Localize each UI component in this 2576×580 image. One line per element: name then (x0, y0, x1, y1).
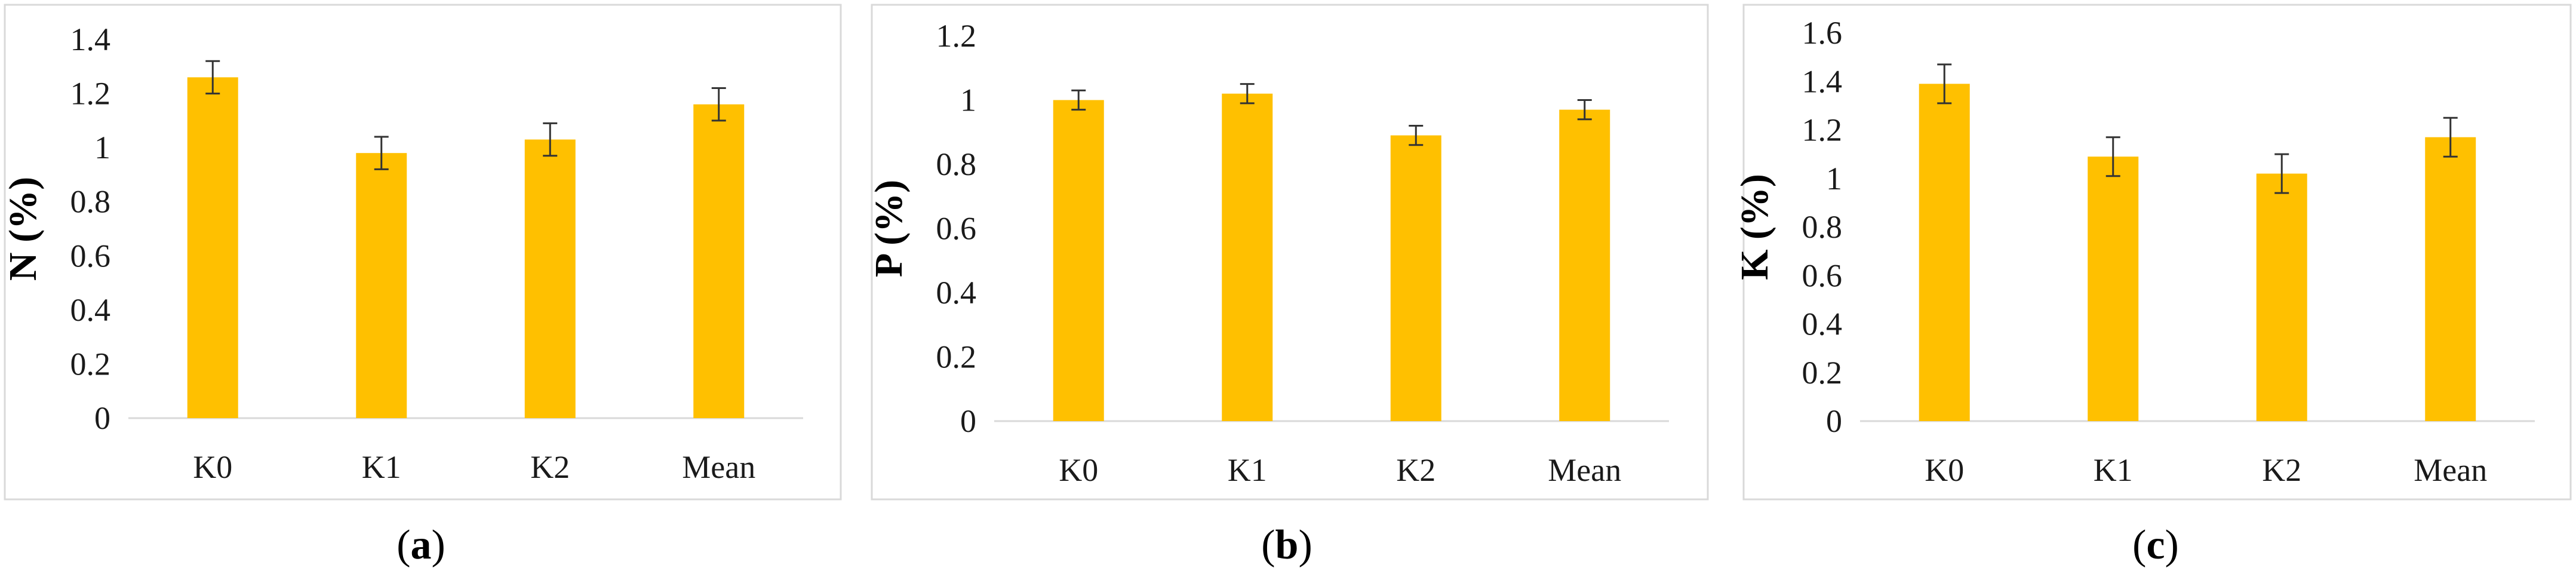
panel-caption: (b) (1261, 522, 1312, 568)
y-tick-label: 0.8 (70, 184, 111, 220)
bar-k1 (356, 153, 407, 418)
y-tick-label: 0 (1826, 403, 1842, 439)
error-bar (711, 87, 726, 122)
x-tick-label: Mean (682, 449, 755, 485)
error-bar (374, 136, 389, 170)
y-tick-label: 0.8 (936, 146, 977, 182)
y-tick-label: 0.4 (70, 292, 111, 328)
y-tick-label: 0.2 (1802, 355, 1843, 391)
y-tick-label: 1.4 (70, 22, 111, 57)
y-tick-label: 0 (94, 400, 110, 436)
y-tick-label: 1.2 (1802, 112, 1843, 148)
error-bar (543, 122, 558, 157)
x-tick-label: K2 (2262, 452, 2301, 488)
chart-panel-b: 0 0.2 0.4 0.6 0.8 1 1.2 P (%) K0 K1 K2 Mean (b) (867, 4, 1709, 568)
panel-caption: (c) (2132, 522, 2179, 568)
chart-panel-a: 0 0.2 0.4 0.6 0.8 1 1.2 1.4 N (%) K0 K1 K2 Mean (a) (1, 4, 842, 568)
bar-mean (693, 104, 745, 418)
y-axis-label: K (%) (1733, 174, 1776, 280)
x-tick-label: K2 (530, 449, 570, 485)
x-tick-label: K1 (2094, 452, 2133, 488)
bar-k2 (524, 139, 576, 419)
y-tick-label: 0 (960, 403, 976, 439)
y-tick-label: 0.6 (70, 238, 111, 274)
y-tick-label: 0.2 (936, 339, 977, 375)
chart-panel-c: 0 0.2 0.4 0.6 0.8 1 1.2 1.4 1.6 K (%) K0 K1 K2 Mean (c… (1733, 4, 2572, 568)
y-axis-label: P (%) (867, 180, 911, 277)
x-tick-label: K0 (1059, 452, 1098, 488)
y-tick-label: 1 (94, 130, 110, 165)
error-bar (205, 60, 220, 95)
x-tick-label: K1 (362, 449, 401, 485)
bar-mean (1559, 109, 1610, 421)
bar-k1 (2088, 156, 2139, 421)
y-tick-label: 0.6 (936, 211, 977, 247)
y-tick-label: 1.4 (1802, 63, 1843, 99)
x-tick-label: Mean (2414, 452, 2487, 488)
y-tick-label: 0.6 (1802, 257, 1843, 293)
error-bar (1937, 63, 1952, 105)
bar-k0 (187, 77, 238, 418)
bar-mean (2425, 137, 2476, 421)
bar-k1 (1222, 93, 1273, 421)
error-bar (2443, 116, 2458, 158)
error-bar (1577, 99, 1592, 121)
error-bar (2105, 136, 2120, 177)
y-tick-label: 1 (960, 82, 976, 118)
bar-k0 (1053, 100, 1104, 421)
bar-k0 (1919, 84, 1970, 421)
y-tick-label: 1 (1826, 161, 1842, 197)
error-bar (1071, 89, 1086, 111)
x-tick-label: K2 (1396, 452, 1435, 488)
error-bar (1409, 125, 1424, 146)
y-axis-label: N (%) (1, 177, 45, 281)
y-tick-label: 0.2 (70, 346, 111, 382)
y-tick-label: 0.8 (1802, 209, 1843, 245)
panel-caption: (a) (396, 522, 445, 568)
bar-k2 (2256, 173, 2307, 421)
y-tick-label: 1.2 (70, 76, 111, 112)
y-tick-label: 1.6 (1802, 15, 1843, 51)
x-tick-label: K1 (1228, 452, 1267, 488)
error-bar (2274, 153, 2289, 194)
x-tick-label: Mean (1548, 452, 1621, 488)
y-tick-label: 0.4 (1802, 306, 1843, 342)
x-tick-label: K0 (193, 449, 232, 485)
error-bar (1240, 83, 1255, 105)
bar-k2 (1390, 135, 1441, 421)
y-tick-label: 0.4 (936, 275, 977, 311)
y-tick-label: 1.2 (936, 18, 977, 54)
x-tick-label: K0 (1925, 452, 1964, 488)
